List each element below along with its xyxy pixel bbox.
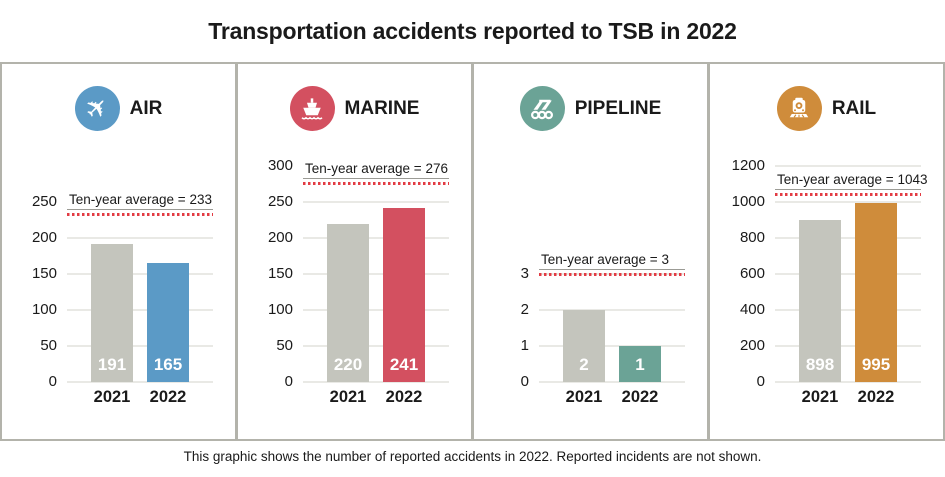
locomotive-icon	[776, 86, 822, 131]
y-axis-tick-label: 1	[520, 337, 529, 354]
gridline	[67, 237, 213, 239]
y-axis-tick-label: 3	[520, 265, 529, 282]
y-axis-tick-label: 600	[739, 265, 765, 282]
x-axis-label: 2021	[565, 388, 603, 406]
x-axis-label: 2022	[857, 388, 895, 406]
gridline	[775, 201, 921, 203]
panel-title: PIPELINE	[574, 97, 662, 119]
y-axis-tick-label: 250	[267, 193, 293, 210]
bar-2021	[563, 310, 605, 382]
gridline	[539, 345, 685, 347]
panel-header: RAIL	[710, 86, 943, 131]
bar-2021	[327, 223, 369, 382]
bar-2022	[383, 208, 425, 382]
panel-header: ✈ AIR	[2, 86, 235, 131]
bar-value-label: 898	[805, 355, 835, 374]
y-axis-tick-label: 0	[520, 373, 529, 390]
bar-value-label: 1	[635, 355, 645, 374]
panel-marine: MARINE 0 50 100 150 200 250 300 Ten-year average…	[235, 64, 471, 439]
ten-year-average-line	[775, 193, 921, 197]
bar-value-label: 241	[389, 355, 419, 374]
gridline	[539, 381, 685, 383]
panel-header: PIPELINE	[474, 86, 707, 131]
ten-year-average-line	[303, 182, 449, 186]
page-title: Transportation accidents reported to TSB…	[208, 17, 737, 44]
x-axis-label: 2021	[801, 388, 839, 406]
footnote: This graphic shows the number of reporte…	[183, 449, 762, 464]
bar-value-label: 2	[579, 355, 589, 374]
panel-rail: RAIL 0 200 400 600 800 1000 1200 Ten-year averag…	[707, 64, 943, 439]
gridline	[303, 201, 449, 203]
x-axis-label: 2022	[385, 388, 423, 406]
gridline	[67, 309, 213, 311]
y-axis-tick-label: 0	[756, 373, 765, 390]
y-axis-tick-label: 250	[31, 193, 57, 210]
y-axis-tick-label: 150	[267, 265, 293, 282]
y-axis-tick-label: 800	[739, 229, 765, 246]
airplane-glyph: ✈	[78, 89, 117, 128]
y-axis-tick-label: 100	[267, 301, 293, 318]
y-axis-tick-label: 1000	[731, 193, 765, 210]
ship-icon	[289, 86, 335, 131]
panel-pipeline: PIPELINE 0 1 2 3 Ten-year average = 3 2 2021 1 20…	[471, 64, 707, 439]
gridline	[303, 381, 449, 383]
bar-value-label: 165	[153, 355, 183, 374]
panel-air: ✈ AIR 0 50 100 150 200 250 Ten-year average = 23…	[2, 64, 235, 439]
bar-2021	[799, 220, 841, 382]
y-axis-tick-label: 0	[48, 373, 57, 390]
gridline	[67, 273, 213, 275]
ten-year-average-line	[539, 273, 685, 276]
bar-value-label: 191	[97, 355, 127, 374]
gridline	[775, 273, 921, 275]
x-axis-label: 2022	[621, 388, 659, 406]
ten-year-average-line	[67, 213, 213, 217]
gridline	[303, 345, 449, 347]
gridline	[67, 381, 213, 383]
y-axis-tick-label: 0	[284, 373, 293, 390]
bar-value-label: 995	[861, 355, 891, 374]
ten-year-average-label: Ten-year average = 233	[67, 190, 213, 211]
gridline	[775, 381, 921, 383]
gridline	[539, 309, 685, 311]
y-axis-tick-label: 1200	[731, 157, 765, 174]
y-axis-tick-label: 50	[276, 337, 293, 354]
ten-year-average-label: Ten-year average = 276	[303, 159, 449, 180]
y-axis-tick-label: 100	[31, 301, 57, 318]
y-axis-tick-label: 200	[739, 337, 765, 354]
y-axis-tick-label: 300	[267, 157, 293, 174]
panel-header: MARINE	[238, 86, 471, 131]
gridline	[303, 309, 449, 311]
y-axis-tick-label: 200	[267, 229, 293, 246]
ten-year-average-label: Ten-year average = 3	[539, 250, 685, 270]
airplane-icon: ✈	[74, 86, 120, 131]
gridline	[303, 237, 449, 239]
y-axis-tick-label: 400	[739, 301, 765, 318]
gridline	[775, 165, 921, 167]
y-axis-tick-label: 150	[31, 265, 57, 282]
panel-title: AIR	[129, 97, 163, 119]
y-axis-tick-label: 200	[31, 229, 57, 246]
x-axis-label: 2022	[149, 388, 187, 406]
bar-2022	[619, 346, 661, 382]
gridline	[775, 237, 921, 239]
bar-2022	[855, 202, 897, 382]
bar-2022	[147, 263, 189, 382]
gridline	[775, 345, 921, 347]
panel-strip: ✈ AIR 0 50 100 150 200 250 Ten-year average = 23…	[0, 62, 945, 441]
bar-2021	[91, 244, 133, 382]
pipeline-icon	[519, 86, 565, 131]
panel-title: MARINE	[344, 97, 420, 119]
x-axis-label: 2021	[93, 388, 131, 406]
x-axis-label: 2021	[329, 388, 367, 406]
gridline	[775, 309, 921, 311]
bar-value-label: 220	[333, 355, 363, 374]
y-axis-tick-label: 50	[40, 337, 57, 354]
ten-year-average-label: Ten-year average = 1043	[775, 170, 927, 191]
y-axis-tick-label: 2	[520, 301, 529, 318]
gridline	[67, 345, 213, 347]
gridline	[303, 273, 449, 275]
panel-title: RAIL	[831, 97, 877, 119]
